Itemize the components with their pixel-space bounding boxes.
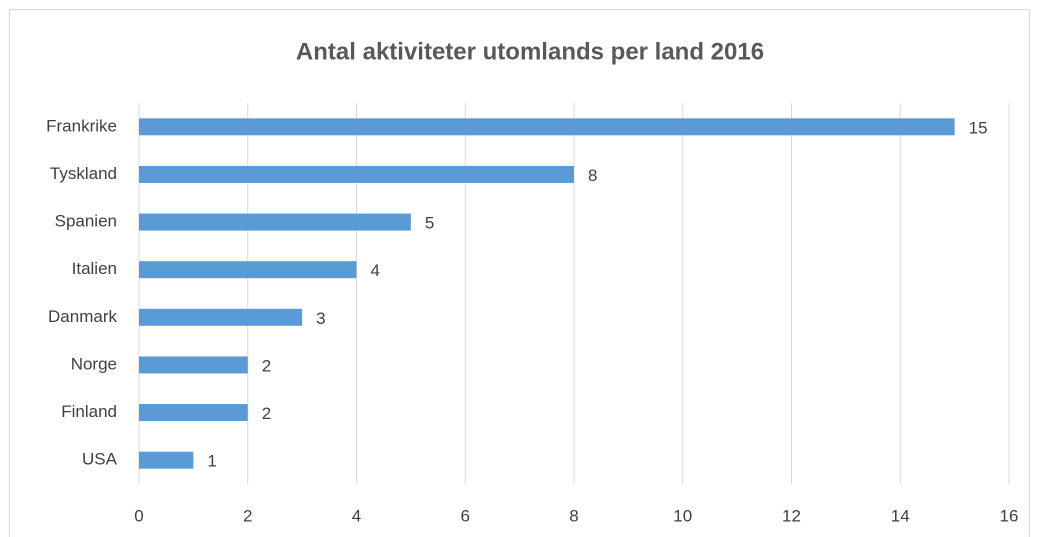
data-label: 5 [425,214,434,233]
y-tick-label: USA [82,450,118,469]
y-tick-label: Italien [72,259,117,278]
bar [139,213,411,231]
bar [139,308,303,326]
x-tick-label: 12 [782,506,801,525]
x-tick-label: 14 [891,506,910,525]
y-tick-label: Frankrike [46,116,117,135]
x-tick-label: 2 [243,506,252,525]
bar [139,165,574,183]
x-tick-label: 4 [352,506,361,525]
y-tick-label: Tyskland [50,164,117,183]
bar [139,451,194,469]
x-tick-label: 16 [1000,506,1019,525]
x-tick-label: 6 [461,506,470,525]
y-tick-label: Norge [71,354,117,373]
data-label: 15 [969,118,988,137]
data-label: 4 [371,261,380,280]
data-label: 2 [262,404,271,423]
chart-border [9,9,1030,537]
chart-title: Antal aktiviteter utomlands per land 201… [296,38,764,65]
x-tick-label: 0 [134,506,143,525]
bar [139,118,955,136]
x-tick-label: 8 [569,506,578,525]
y-tick-label: Spanien [55,212,117,231]
data-label: 8 [588,166,597,185]
y-tick-label: Danmark [48,307,117,326]
bar [139,356,248,374]
bar [139,261,357,279]
x-tick-label: 10 [673,506,692,525]
y-tick-label: Finland [61,402,117,421]
data-label: 3 [316,309,325,328]
bar [139,404,248,422]
data-label: 1 [207,452,216,471]
data-label: 2 [262,356,271,375]
